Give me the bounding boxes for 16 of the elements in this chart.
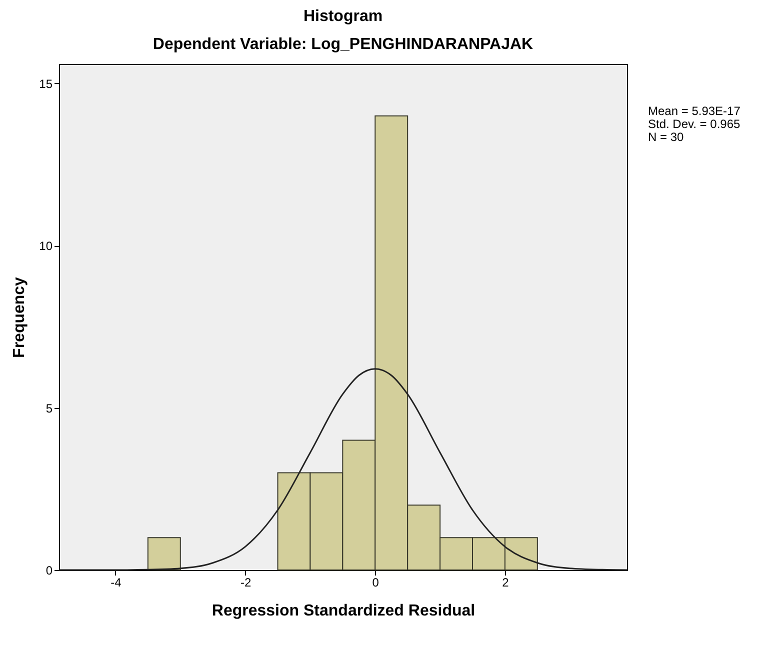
y-tick-label: 0 [46,564,53,578]
y-tick-label: 5 [46,401,53,416]
text: Mean = 5.93E-17 [648,104,740,118]
x-tick-label: -2 [240,576,252,590]
chart-title: Histogram [303,8,383,25]
y-tick-label: 15 [39,76,53,91]
x-axis-title: Regression Standardized Residual [212,602,476,620]
x-tick-label: 0 [372,576,380,590]
y-tick-label: 10 [39,239,53,254]
line-series [58,368,628,571]
text: Std. Dev. = 0.965 [648,117,740,131]
chart-subtitle: Dependent Variable: Log_PENGHINDARANPAJAK [152,36,534,53]
x-tick-label: -4 [110,576,122,590]
x-tick-label: 2 [502,576,510,590]
y-axis-title: Frequency [11,276,28,358]
text: N = 30 [648,130,685,144]
